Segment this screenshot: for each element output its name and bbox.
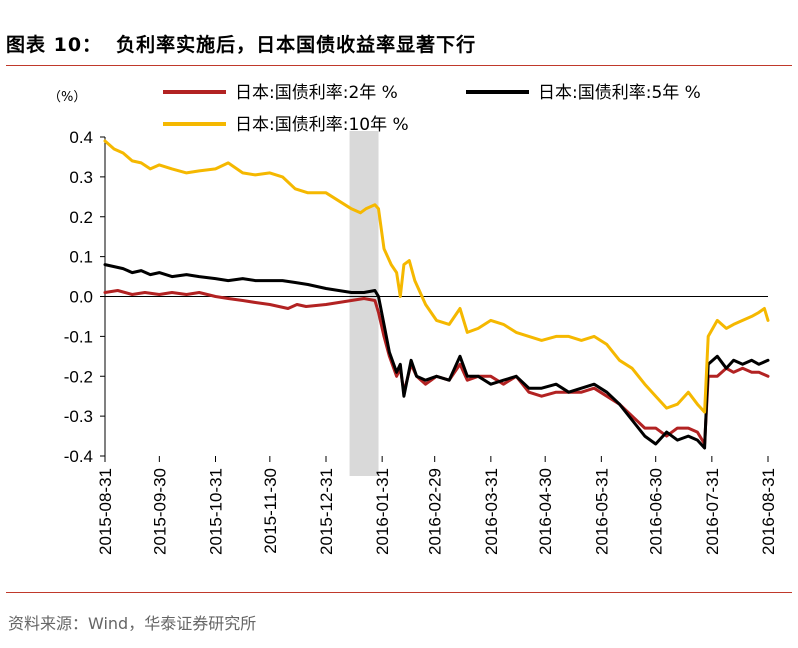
x-tick-label: 2015-11-30 [261, 468, 280, 554]
y-tick-label: 0.0 [69, 288, 93, 307]
y-tick-label: 0.2 [69, 208, 93, 227]
figure-title-text: 负利率实施后，日本国债收益率显著下行 [116, 34, 477, 56]
y-tick-label: 0.4 [69, 128, 93, 147]
x-tick-label: 2016-05-31 [592, 468, 611, 555]
series-line-2 [103, 263, 770, 450]
x-tick-label: 2015-10-31 [207, 468, 226, 555]
x-tick-label: 2016-07-31 [703, 468, 722, 555]
y-tick-label: 0.1 [69, 248, 93, 267]
y-tick-label: -0.4 [64, 447, 93, 466]
highlight-band [349, 131, 379, 476]
x-tick-label: 2016-06-30 [647, 468, 666, 555]
y-tick-label: -0.2 [64, 367, 93, 386]
x-tick-label: 2016-04-30 [536, 468, 555, 555]
y-tick-label: 0.3 [69, 168, 93, 187]
y-unit-label: （%） [48, 90, 86, 105]
x-tick-label: 2016-08-31 [759, 468, 778, 555]
y-tick-label: -0.1 [64, 327, 93, 346]
figure-number: 图表 10： [6, 34, 103, 56]
figure-title: 图表 10： 负利率实施后，日本国债收益率显著下行 [6, 30, 476, 57]
x-tick-label: 2015-12-31 [317, 468, 336, 555]
series-line-3 [103, 139, 770, 414]
legend-label-3: 日本:国债利率:10年 % [235, 115, 409, 135]
source-divider [6, 592, 792, 593]
legend-label-2: 日本:国债利率:5年 % [538, 83, 701, 103]
x-tick-label: 2015-09-30 [150, 468, 169, 555]
x-tick-label: 2015-08-31 [96, 468, 115, 555]
y-tick-label: -0.3 [64, 407, 93, 426]
x-tick-label: 2016-01-31 [373, 468, 392, 555]
series-line-1 [103, 289, 770, 446]
title-divider [6, 65, 792, 66]
line-chart: 0.4 0.3 0.2 0.1 0.0 -0.1 -0.2 -0.3 -0.42015-08-3… [48, 83, 778, 555]
legend-label-1: 日本:国债利率:2年 % [235, 83, 398, 103]
x-tick-label: 2016-03-31 [482, 468, 501, 555]
x-tick-label: 2016-02-29 [426, 468, 445, 555]
source-note: 资料来源：Wind，华泰证券研究所 [8, 614, 257, 633]
